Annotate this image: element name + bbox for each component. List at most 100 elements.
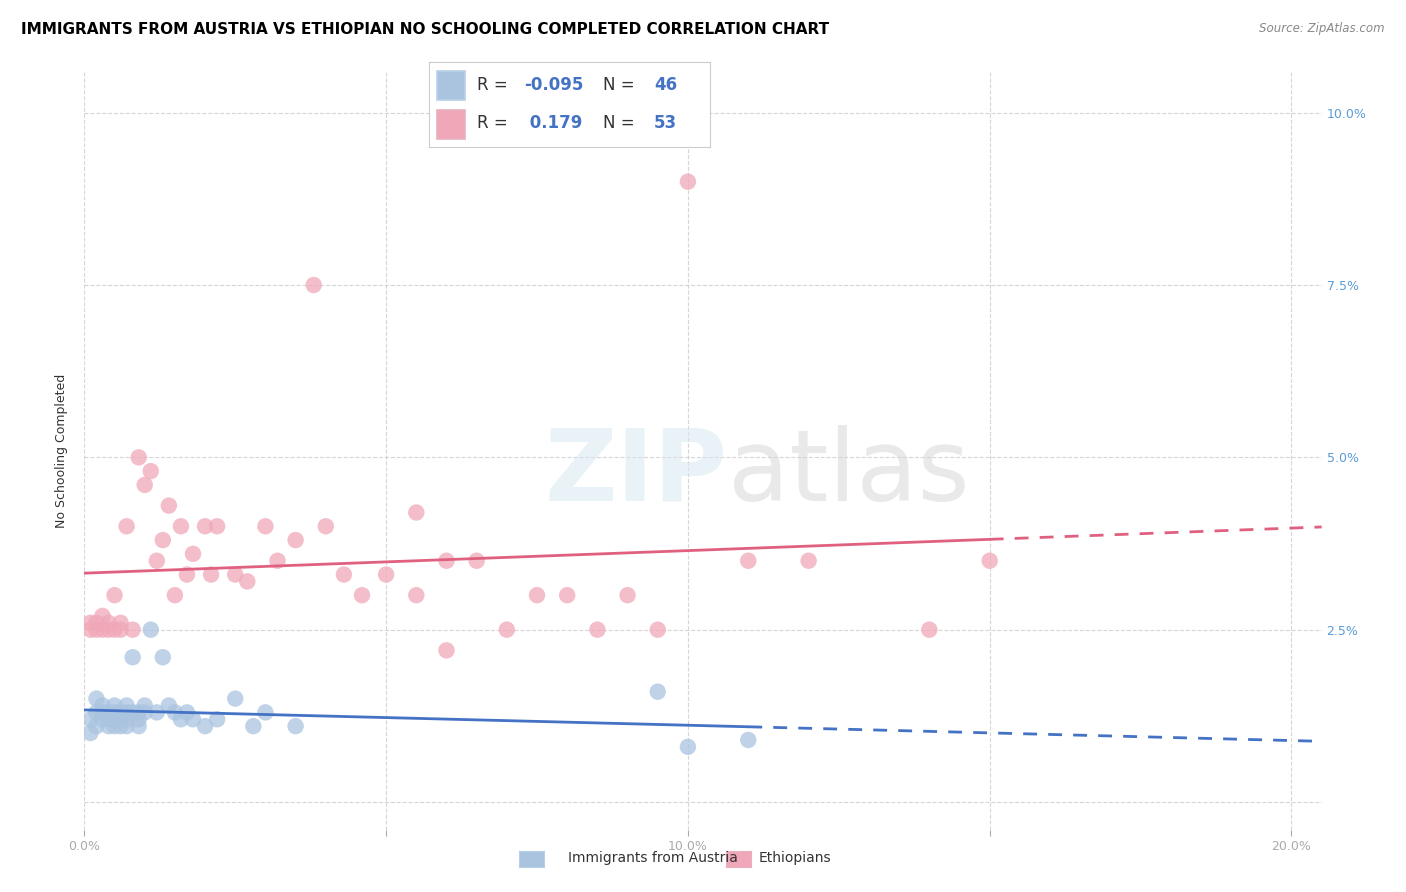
- Point: [333, 567, 356, 582]
- Point: [266, 554, 288, 568]
- Point: [194, 519, 217, 533]
- Point: [526, 588, 548, 602]
- Point: [91, 712, 114, 726]
- Point: [86, 719, 108, 733]
- Point: [616, 588, 638, 602]
- Point: [176, 706, 198, 720]
- Point: [86, 706, 108, 720]
- Point: [97, 706, 120, 720]
- Text: 46: 46: [654, 77, 676, 95]
- Point: [103, 698, 125, 713]
- Point: [436, 554, 458, 568]
- Point: [918, 623, 941, 637]
- Point: [224, 691, 246, 706]
- Point: [110, 706, 132, 720]
- Point: [170, 712, 193, 726]
- Text: ZIP: ZIP: [546, 425, 728, 522]
- Point: [79, 712, 101, 726]
- Point: [647, 623, 669, 637]
- Point: [152, 650, 174, 665]
- Point: [97, 719, 120, 733]
- Point: [302, 278, 325, 293]
- Point: [200, 567, 222, 582]
- Point: [315, 519, 337, 533]
- Point: [128, 712, 150, 726]
- Point: [97, 712, 120, 726]
- Point: [79, 615, 101, 630]
- Point: [79, 623, 101, 637]
- Point: [128, 450, 150, 465]
- Point: [647, 684, 669, 698]
- Point: [405, 506, 427, 520]
- Point: [194, 719, 217, 733]
- Point: [205, 519, 228, 533]
- Point: [103, 623, 125, 637]
- Point: [586, 623, 609, 637]
- Point: [284, 533, 307, 547]
- Point: [115, 698, 138, 713]
- Point: [157, 499, 180, 513]
- Point: [284, 719, 307, 733]
- Text: IMMIGRANTS FROM AUSTRIA VS ETHIOPIAN NO SCHOOLING COMPLETED CORRELATION CHART: IMMIGRANTS FROM AUSTRIA VS ETHIOPIAN NO …: [21, 22, 830, 37]
- Text: N =: N =: [603, 77, 640, 95]
- Point: [103, 588, 125, 602]
- Point: [121, 623, 143, 637]
- Point: [146, 554, 169, 568]
- Point: [115, 712, 138, 726]
- Point: [91, 698, 114, 713]
- Point: [86, 623, 108, 637]
- Point: [121, 706, 143, 720]
- Point: [676, 739, 699, 754]
- Point: [797, 554, 820, 568]
- Point: [86, 615, 108, 630]
- Point: [350, 588, 373, 602]
- Point: [103, 706, 125, 720]
- Point: [121, 650, 143, 665]
- Point: [110, 719, 132, 733]
- FancyBboxPatch shape: [437, 71, 465, 100]
- Point: [115, 706, 138, 720]
- Point: [163, 706, 186, 720]
- Point: [555, 588, 578, 602]
- Text: R =: R =: [477, 114, 513, 132]
- Point: [91, 706, 114, 720]
- Point: [115, 519, 138, 533]
- Point: [436, 643, 458, 657]
- Point: [139, 623, 162, 637]
- Point: [115, 719, 138, 733]
- Text: Ethiopians: Ethiopians: [759, 851, 831, 865]
- Point: [176, 567, 198, 582]
- FancyBboxPatch shape: [437, 110, 465, 139]
- Point: [737, 554, 759, 568]
- Point: [979, 554, 1001, 568]
- Point: [139, 464, 162, 478]
- Point: [236, 574, 259, 589]
- Point: [205, 712, 228, 726]
- Text: -0.095: -0.095: [524, 77, 583, 95]
- Point: [128, 706, 150, 720]
- Point: [495, 623, 517, 637]
- Point: [163, 588, 186, 602]
- Point: [405, 588, 427, 602]
- Point: [134, 698, 156, 713]
- Text: N =: N =: [603, 114, 640, 132]
- Text: 0.179: 0.179: [524, 114, 583, 132]
- Point: [157, 698, 180, 713]
- Point: [224, 567, 246, 582]
- Text: Source: ZipAtlas.com: Source: ZipAtlas.com: [1260, 22, 1385, 36]
- Point: [110, 712, 132, 726]
- Point: [676, 175, 699, 189]
- Point: [110, 623, 132, 637]
- Point: [79, 726, 101, 740]
- Point: [146, 706, 169, 720]
- Point: [254, 706, 277, 720]
- Text: R =: R =: [477, 77, 513, 95]
- Y-axis label: No Schooling Completed: No Schooling Completed: [55, 374, 69, 527]
- Point: [91, 608, 114, 623]
- Point: [128, 719, 150, 733]
- Point: [181, 712, 204, 726]
- Point: [465, 554, 488, 568]
- Text: Immigrants from Austria: Immigrants from Austria: [568, 851, 738, 865]
- Point: [110, 615, 132, 630]
- Point: [254, 519, 277, 533]
